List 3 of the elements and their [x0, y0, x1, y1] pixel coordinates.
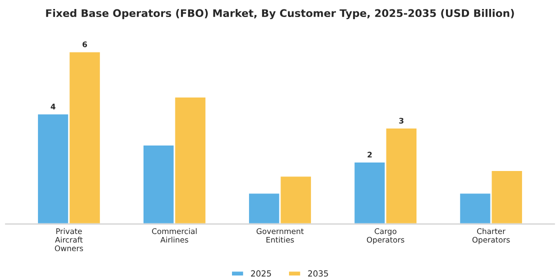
legend-label: 2025 [251, 270, 271, 277]
legend-label: 2035 [308, 270, 328, 277]
chart-title: Fixed Base Operators (FBO) Market, By Customer Type, 2025-2035 (USD Billion) [46, 8, 514, 20]
